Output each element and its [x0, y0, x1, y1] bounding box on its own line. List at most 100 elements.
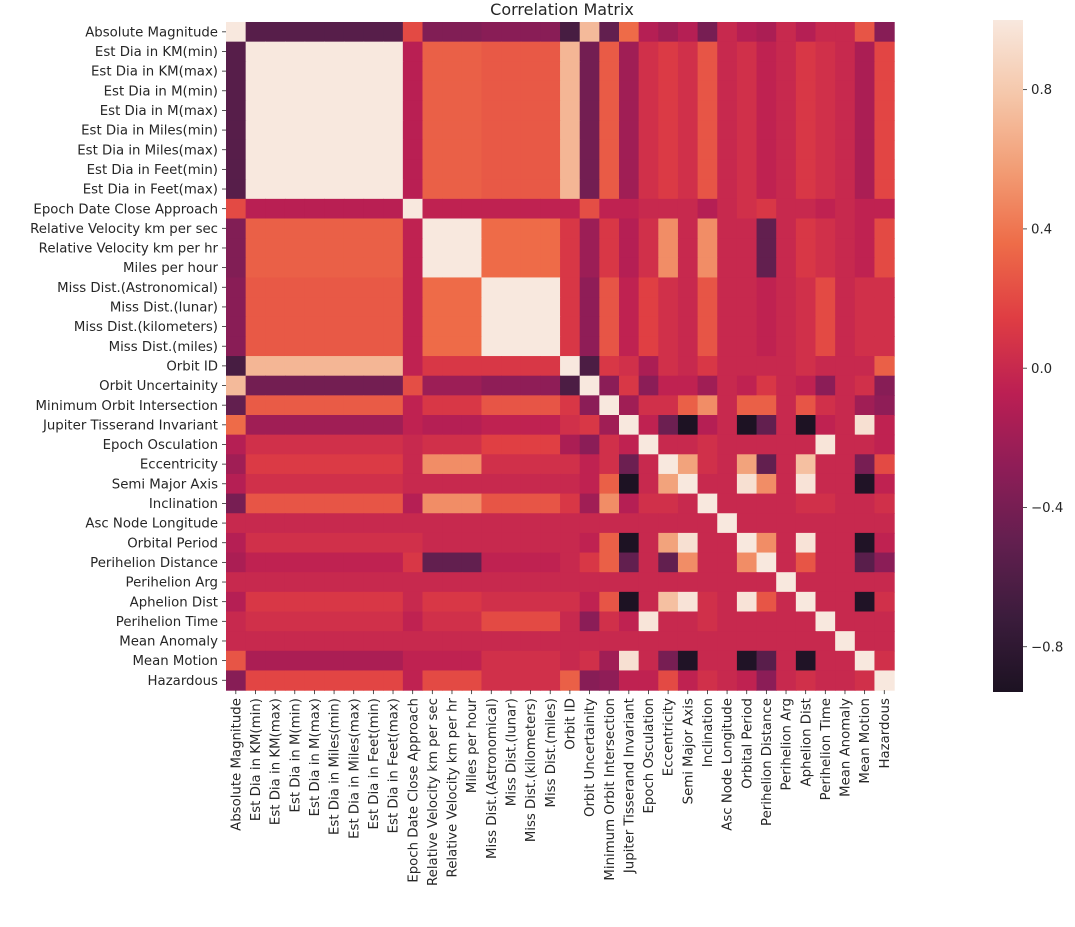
- heatmap-cell: [481, 473, 502, 495]
- heatmap-cell: [579, 532, 600, 554]
- heatmap-cell: [520, 41, 541, 62]
- heatmap-cell: [815, 159, 836, 180]
- heatmap-cell: [560, 218, 581, 239]
- heatmap-cell: [677, 591, 699, 613]
- heatmap-cell: [520, 159, 541, 180]
- heatmap-cell: [619, 257, 640, 279]
- heatmap-cell: [697, 80, 718, 102]
- heatmap-cell: [442, 22, 463, 43]
- heatmap-cell: [402, 238, 424, 259]
- heatmap-cell: [560, 415, 581, 436]
- row-label: Eccentricity: [140, 458, 218, 473]
- heatmap-cell: [501, 572, 522, 593]
- heatmap-cell: [540, 41, 561, 62]
- heatmap-cell: [520, 257, 541, 279]
- heatmap-cell: [304, 316, 325, 337]
- heatmap-cell: [343, 139, 365, 161]
- heatmap-cell: [835, 257, 856, 279]
- heatmap-cell: [422, 41, 443, 62]
- heatmap-cell: [265, 395, 286, 416]
- heatmap-cell: [226, 473, 247, 495]
- heatmap-cell: [854, 198, 876, 220]
- heatmap-cell: [363, 316, 384, 337]
- heatmap-cell: [697, 434, 718, 455]
- heatmap-cell: [560, 375, 581, 396]
- heatmap-cell: [619, 532, 640, 554]
- heatmap-cell: [442, 159, 463, 180]
- heatmap-cell: [835, 218, 856, 239]
- heatmap-cell: [226, 375, 247, 396]
- heatmap-cell: [736, 336, 758, 357]
- heatmap-cell: [717, 532, 738, 554]
- heatmap-cell: [599, 572, 620, 593]
- heatmap-cell: [226, 100, 247, 121]
- heatmap-cell: [226, 316, 247, 337]
- heatmap-cell: [560, 120, 581, 141]
- heatmap-cell: [324, 356, 345, 377]
- heatmap-cell: [265, 120, 286, 141]
- heatmap-cell: [599, 670, 620, 691]
- heatmap-cell: [599, 513, 620, 534]
- heatmap-cell: [619, 277, 640, 298]
- heatmap-cell: [599, 179, 620, 200]
- heatmap-cell: [265, 670, 286, 691]
- heatmap-cell: [402, 277, 424, 298]
- heatmap-cell: [795, 415, 817, 436]
- heatmap-cell: [324, 591, 345, 613]
- heatmap-cell: [245, 198, 266, 220]
- heatmap-cell: [422, 434, 443, 455]
- heatmap-cell: [835, 336, 856, 357]
- heatmap-cell: [795, 552, 817, 573]
- heatmap-cell: [677, 356, 699, 377]
- heatmap-cell: [363, 670, 384, 691]
- heatmap-cell: [481, 41, 502, 62]
- heatmap-cell: [874, 218, 895, 239]
- heatmap-cell: [854, 375, 876, 396]
- heatmap-cell: [874, 100, 895, 121]
- heatmap-cell: [815, 513, 836, 534]
- heatmap-cell: [717, 650, 738, 672]
- heatmap-cell: [815, 336, 836, 357]
- heatmap-cell: [383, 611, 404, 632]
- heatmap-cell: [579, 198, 600, 220]
- heatmap-cell: [756, 395, 777, 416]
- heatmap-cell: [284, 159, 306, 180]
- heatmap-cell: [599, 316, 620, 337]
- heatmap-cell: [540, 670, 561, 691]
- heatmap-cell: [265, 631, 286, 652]
- row-label: Est Dia in Feet(max): [83, 183, 218, 198]
- heatmap-cell: [756, 61, 777, 82]
- heatmap-cell: [422, 552, 443, 573]
- heatmap-cell: [442, 356, 463, 377]
- heatmap-cell: [835, 415, 856, 436]
- row-label: Semi Major Axis: [112, 477, 218, 492]
- heatmap-cell: [284, 434, 306, 455]
- heatmap-cell: [383, 513, 404, 534]
- heatmap-cell: [343, 434, 365, 455]
- heatmap-cell: [776, 415, 797, 436]
- heatmap-cell: [795, 120, 817, 141]
- heatmap-cell: [835, 41, 856, 62]
- heatmap-cell: [402, 493, 424, 514]
- heatmap-cell: [736, 434, 758, 455]
- heatmap-cell: [284, 611, 306, 632]
- heatmap-cell: [265, 375, 286, 396]
- heatmap-cell: [245, 493, 266, 514]
- heatmap-cell: [284, 257, 306, 279]
- heatmap-cell: [501, 532, 522, 554]
- heatmap-cell: [324, 61, 345, 82]
- heatmap-cell: [835, 297, 856, 318]
- heatmap-cell: [422, 493, 443, 514]
- heatmap-cell: [226, 179, 247, 200]
- heatmap-cell: [658, 257, 679, 279]
- heatmap-cell: [619, 356, 640, 377]
- heatmap-cell: [422, 572, 443, 593]
- heatmap-cell: [677, 316, 699, 337]
- heatmap-cell: [795, 41, 817, 62]
- heatmap-cell: [874, 277, 895, 298]
- heatmap-cell: [756, 415, 777, 436]
- heatmap-cell: [599, 493, 620, 514]
- heatmap-cell: [854, 434, 876, 455]
- heatmap-cell: [599, 41, 620, 62]
- column-label: Minimum Orbit Intersection: [603, 698, 618, 880]
